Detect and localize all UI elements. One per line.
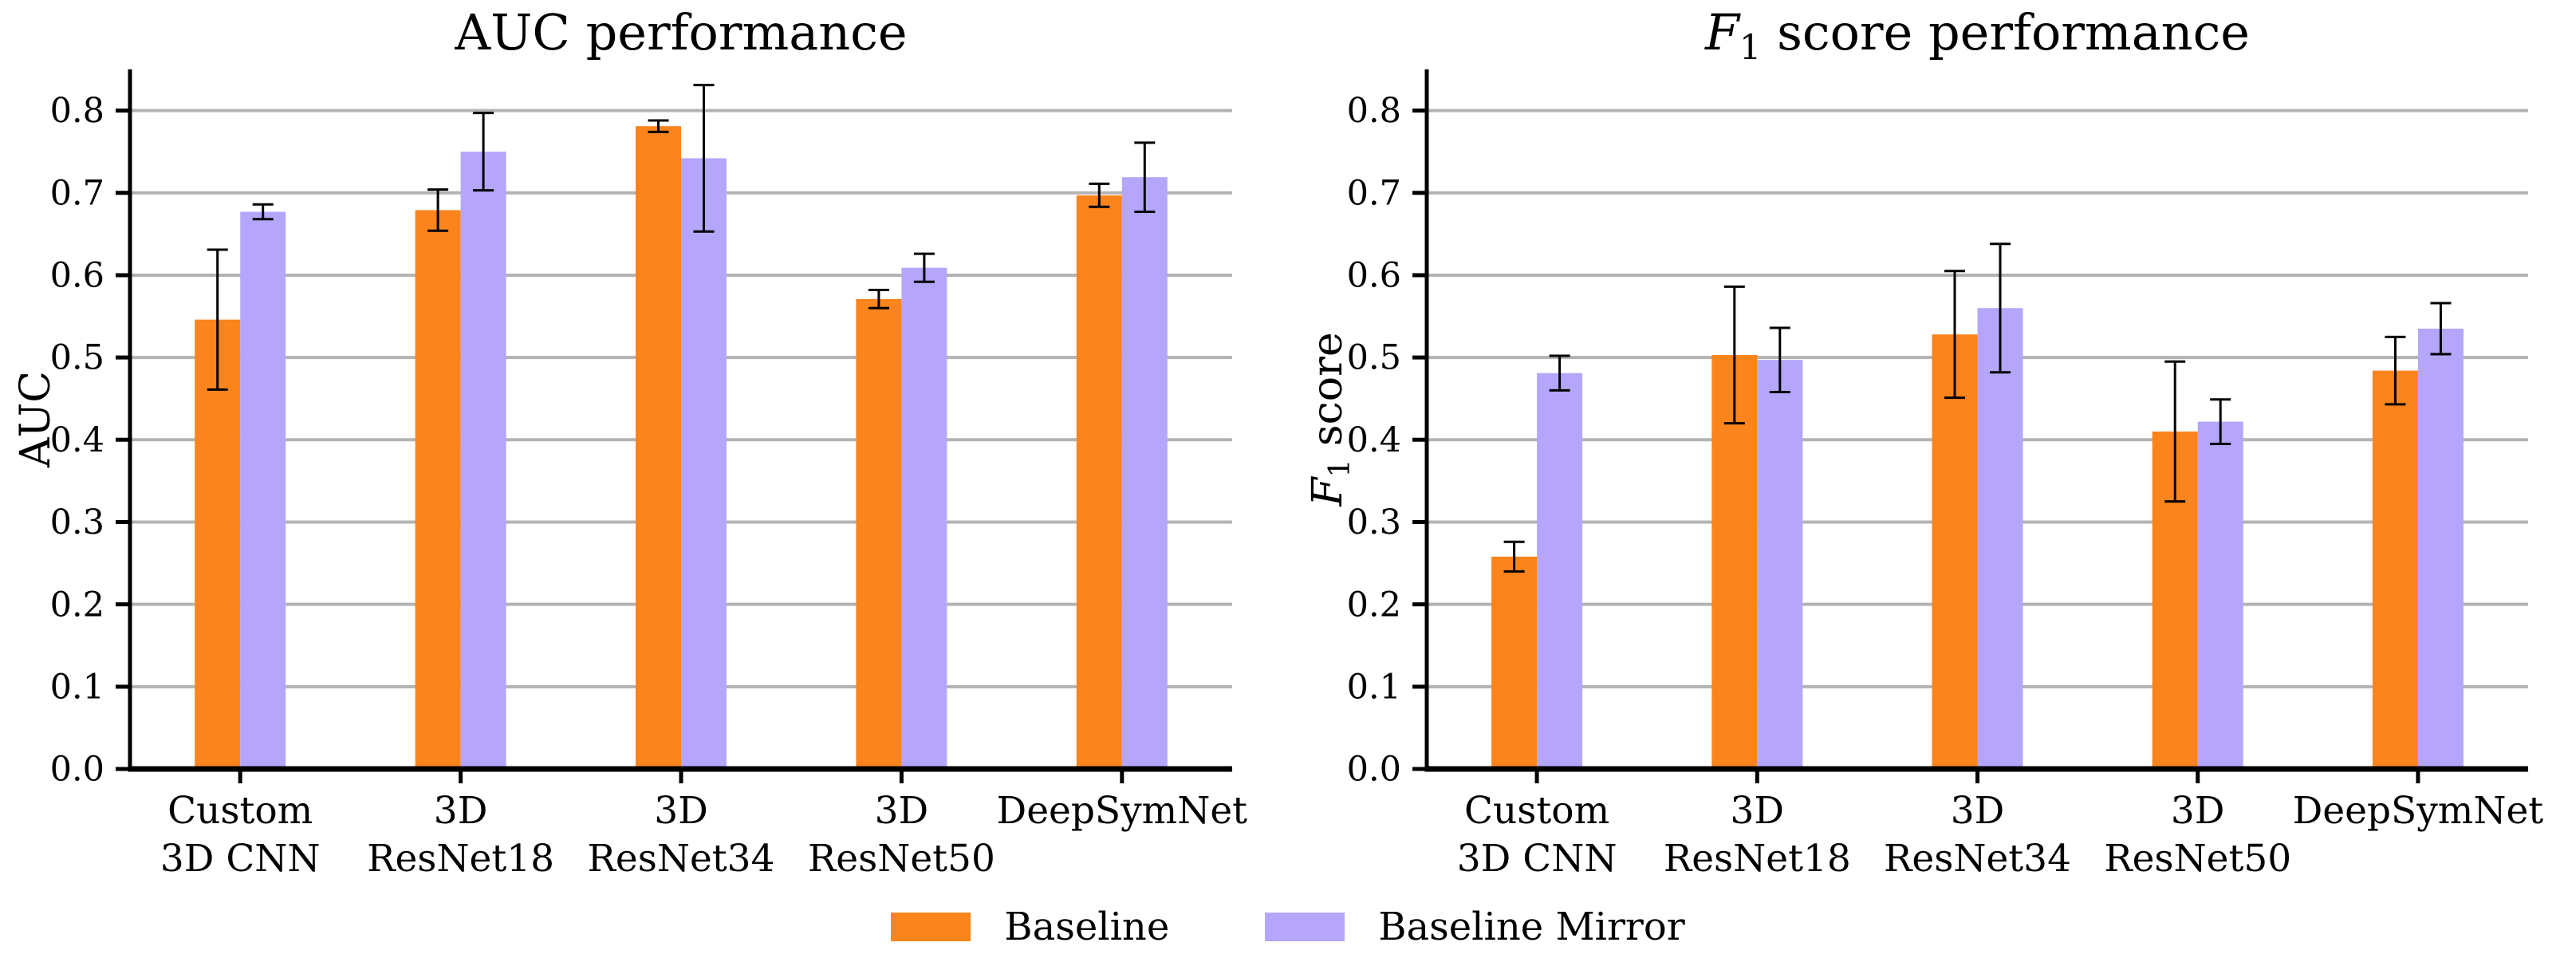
errorbar-mirror-2 [693, 84, 715, 233]
x-tick-label: 3D [2171, 789, 2225, 833]
legend-label-baseline: Baseline [1004, 905, 1170, 949]
y-axis-label: F1 score [1304, 332, 1357, 507]
x-tick-label: DeepSymNet [997, 789, 1248, 833]
y-tick-label: 0.5 [50, 338, 104, 378]
errorbar-baseline-3 [868, 289, 889, 310]
bar-mirror-3 [901, 267, 947, 770]
bar-mirror-1 [1757, 360, 1803, 769]
errorbar-mirror-4 [2430, 302, 2452, 356]
bar-baseline-2 [1932, 334, 1978, 769]
bar-baseline-4 [2372, 370, 2418, 769]
bar-mirror-1 [460, 152, 506, 770]
x-tick-label: 3D [1731, 789, 1785, 833]
bar-baseline-0 [195, 319, 241, 769]
y-tick-label: 0.6 [1347, 256, 1401, 296]
bar-mirror-0 [1537, 373, 1583, 769]
chart-title: AUC performance [454, 3, 907, 61]
bar-baseline-1 [415, 210, 461, 769]
x-tick-label: ResNet18 [1664, 837, 1851, 881]
y-tick-label: 0.7 [50, 173, 104, 213]
errorbar-baseline-1 [1723, 285, 1745, 425]
bar-baseline-0 [1491, 556, 1538, 769]
y-tick-label: 0.8 [1347, 91, 1401, 131]
y-axis-label: AUC [12, 371, 60, 468]
y-tick-label: 0.4 [50, 420, 104, 460]
bar-baseline-3 [856, 298, 902, 769]
errorbar-mirror-4 [1134, 141, 1156, 213]
chart-title: F1 score performance [1704, 3, 2250, 68]
y-tick-label: 0.0 [1347, 750, 1401, 790]
x-tick-label: 3D [1951, 789, 2005, 833]
x-tick-label: Custom [1464, 789, 1609, 833]
x-tick-label: DeepSymNet [2293, 789, 2544, 833]
y-tick-label: 0.0 [50, 750, 104, 790]
errorbar-mirror-3 [2210, 398, 2231, 445]
errorbar-mirror-1 [1769, 326, 1790, 393]
errorbar-baseline-2 [648, 119, 669, 133]
legend: Baseline Baseline Mirror [0, 908, 2576, 946]
errorbar-baseline-0 [1503, 540, 1525, 573]
legend-label-baseline-mirror: Baseline Mirror [1378, 905, 1685, 949]
legend-item-baseline-mirror: Baseline Mirror [1265, 905, 1685, 949]
y-tick-label: 0.4 [1347, 420, 1401, 460]
y-tick-label: 0.2 [50, 585, 104, 625]
errorbar-mirror-0 [252, 203, 274, 221]
bar-mirror-2 [681, 158, 727, 769]
bar-baseline-2 [636, 126, 681, 769]
errorbar-baseline-2 [1944, 270, 1965, 400]
y-tick-label: 0.3 [50, 503, 104, 542]
y-tick-label: 0.1 [50, 667, 104, 707]
bar-mirror-3 [2197, 421, 2243, 769]
y-tick-label: 0.3 [1347, 503, 1401, 542]
y-tick-label: 0.5 [1347, 338, 1401, 378]
y-tick-label: 0.8 [50, 91, 104, 131]
bar-mirror-4 [2417, 329, 2464, 770]
x-tick-label: 3D CNN [160, 837, 321, 881]
errorbar-baseline-4 [1089, 182, 1110, 208]
bar-mirror-2 [1977, 308, 2023, 769]
x-tick-label: ResNet34 [588, 837, 775, 881]
y-tick-label: 0.7 [1347, 173, 1401, 213]
x-tick-label: 3D [434, 789, 488, 833]
errorbar-baseline-1 [427, 188, 449, 232]
errorbar-mirror-2 [1990, 242, 2011, 374]
errorbar-mirror-1 [473, 112, 494, 192]
bar-mirror-0 [240, 211, 286, 769]
x-tick-label: ResNet34 [1884, 837, 2071, 881]
x-tick-label: Custom [167, 789, 313, 833]
x-tick-label: ResNet50 [808, 837, 995, 881]
errorbar-mirror-3 [913, 252, 935, 283]
y-tick-label: 0.2 [1347, 585, 1401, 625]
x-tick-label: ResNet18 [367, 837, 554, 881]
errorbar-baseline-3 [2164, 360, 2186, 503]
bar-mirror-4 [1121, 177, 1168, 769]
y-tick-label: 0.6 [50, 256, 104, 296]
bar-baseline-4 [1076, 195, 1122, 770]
errorbar-baseline-4 [2385, 335, 2406, 406]
y-tick-label: 0.1 [1347, 667, 1401, 707]
baseline-mirror-swatch [1265, 913, 1345, 941]
legend-item-baseline: Baseline [891, 908, 1169, 946]
x-tick-label: 3D [654, 789, 708, 833]
errorbar-baseline-0 [207, 248, 228, 391]
baseline-swatch [891, 913, 971, 941]
x-tick-label: 3D [875, 789, 929, 833]
errorbar-mirror-0 [1549, 354, 1570, 392]
x-tick-label: 3D CNN [1457, 837, 1617, 881]
x-tick-label: ResNet50 [2104, 837, 2291, 881]
